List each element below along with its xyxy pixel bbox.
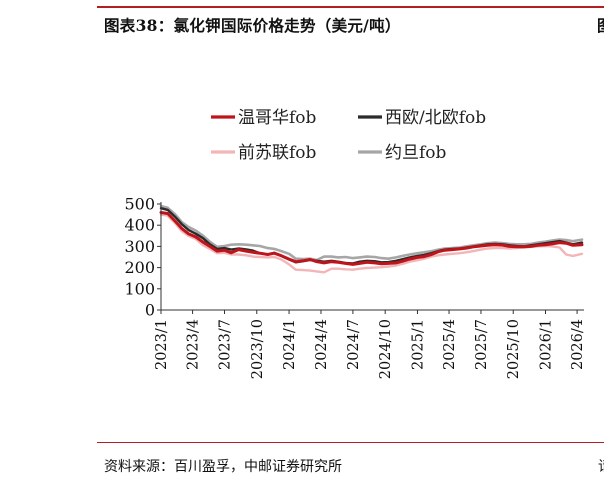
y-tick-label: 300	[124, 237, 155, 256]
x-tick-label: 2023/7	[218, 319, 234, 370]
top-rule	[97, 6, 604, 8]
x-tick-label: 2025/10	[506, 319, 522, 379]
bottom-rule	[97, 442, 604, 443]
price-line-chart: 温哥华fob 西欧/北欧fob 前苏联fob 约旦fob 0 100 200 300 400 5…	[124, 108, 586, 380]
x-tick-label: 2025/7	[474, 319, 490, 370]
x-tick-label: 2024/4	[314, 319, 330, 370]
series-line-2	[159, 213, 584, 274]
source-note: 资料来源：百川盈孚，中邮证券研究所	[104, 459, 342, 475]
series-line-0	[159, 211, 584, 266]
figure-title: 图表38：氯化钾国际价格走势（美元/吨）	[104, 16, 401, 35]
legend-label-2: 前苏联fob	[238, 143, 317, 163]
legend-label-3: 约旦fob	[385, 143, 447, 163]
x-tick-label: 2023/4	[186, 319, 202, 370]
chart-axes: 0 100 200 300 400 500 2023/1 2023/4 2023/7 2023/1…	[124, 195, 586, 380]
x-tick-label: 2026/1	[539, 319, 555, 370]
x-tick-label: 2023/10	[250, 319, 266, 379]
x-tick-label: 2023/1	[154, 319, 170, 370]
y-tick-label: 0	[145, 301, 155, 320]
x-tick-label: 2024/7	[346, 319, 362, 370]
x-tick-label: 2025/1	[411, 319, 427, 370]
y-tick-label: 500	[124, 195, 155, 214]
y-tick-label: 100	[124, 279, 155, 298]
y-tick-label: 200	[124, 258, 155, 277]
x-tick-label: 2024/10	[378, 319, 394, 379]
x-tick-label: 2026/4	[570, 319, 586, 370]
series-line-3	[159, 204, 584, 262]
chart-legend: 温哥华fob 西欧/北欧fob 前苏联fob 约旦fob	[211, 108, 486, 163]
clipped-edge-glyph-bottom: 请	[598, 456, 604, 476]
x-tick-label: 2025/4	[442, 319, 458, 370]
legend-label-1: 西欧/北欧fob	[385, 108, 486, 128]
series-line-1	[159, 207, 584, 265]
legend-label-0: 温哥华fob	[238, 108, 317, 128]
x-tick-label: 2024/1	[282, 319, 298, 370]
y-tick-label: 400	[124, 216, 155, 235]
clipped-edge-glyph-top: 图	[597, 14, 604, 36]
series-layer	[159, 204, 584, 274]
